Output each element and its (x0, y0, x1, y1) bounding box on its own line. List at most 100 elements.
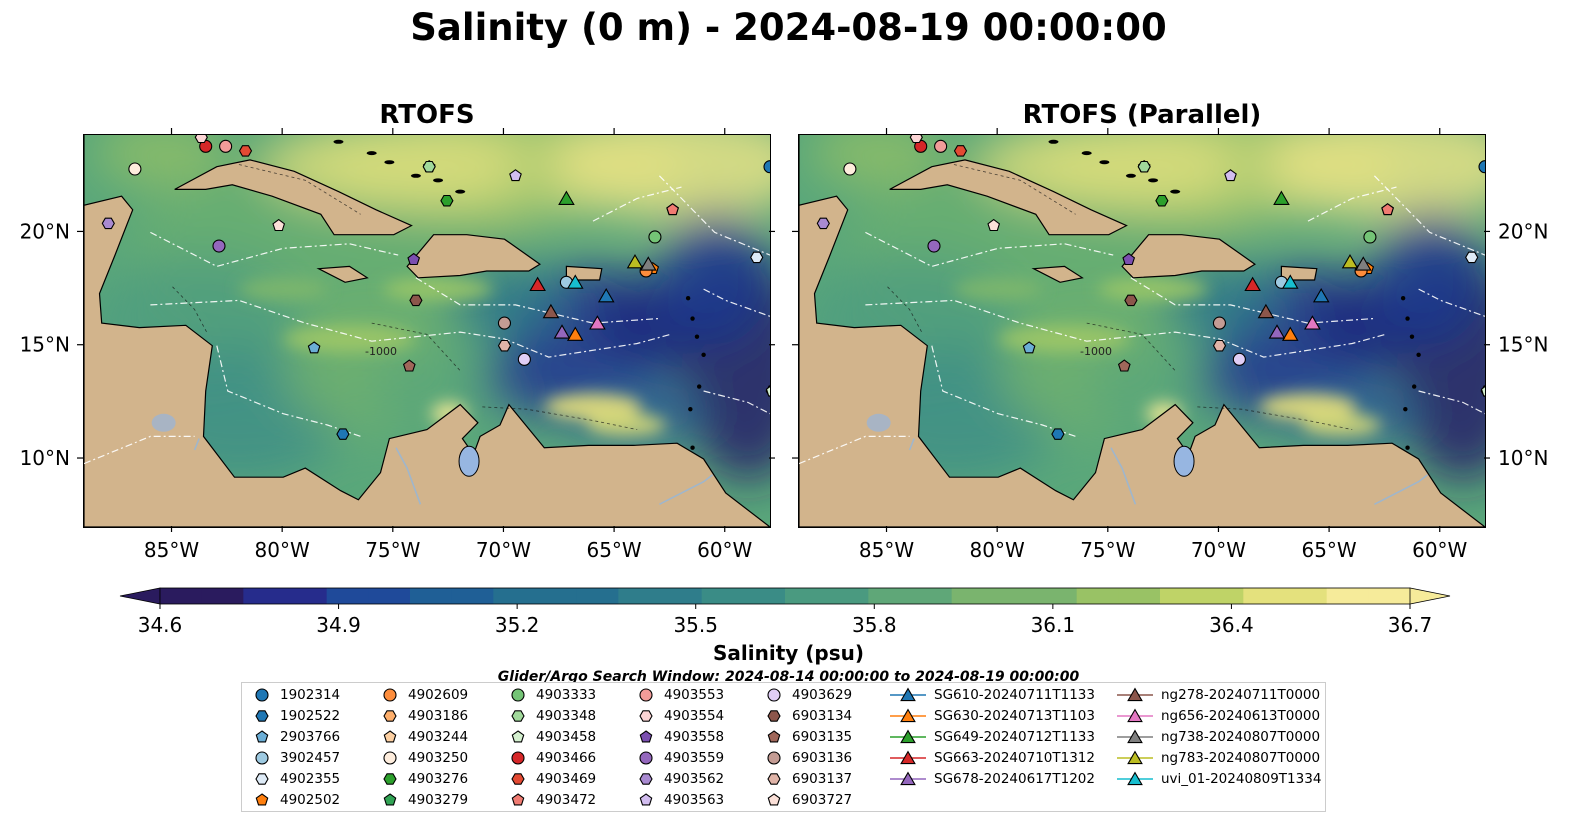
marker-ng278-20240711T0000[interactable] (542, 303, 560, 319)
marker-4903554[interactable] (909, 135, 923, 144)
legend-symbol[interactable] (511, 751, 525, 765)
marker-SG610-20240711T1133[interactable] (597, 288, 615, 303)
marker-SG630-20240713T1103[interactable] (1281, 326, 1299, 341)
legend-symbol[interactable] (383, 773, 397, 785)
marker-4903348[interactable] (1137, 160, 1151, 173)
marker-SG649-20240712T1133[interactable] (1273, 190, 1290, 205)
marker-4903562[interactable] (816, 217, 830, 230)
marker-SG630-20240713T1103[interactable] (566, 326, 584, 341)
marker-4903276[interactable] (1155, 194, 1169, 207)
marker-4903276[interactable] (440, 194, 454, 207)
marker-4903559[interactable] (927, 239, 941, 253)
legend-symbol[interactable] (767, 730, 781, 743)
legend-symbol[interactable] (511, 773, 525, 785)
marker-4903333[interactable] (1363, 230, 1377, 244)
legend-symbol[interactable] (900, 708, 916, 723)
legend-symbol[interactable] (383, 730, 397, 743)
salinity-map-rtofs-parallel[interactable]: -1000 (799, 135, 1485, 527)
marker-4903469[interactable] (953, 145, 968, 157)
legend-symbol[interactable] (1127, 750, 1143, 765)
marker-6903135[interactable] (402, 359, 416, 372)
marker-1902314[interactable] (763, 160, 770, 174)
legend-symbol[interactable] (767, 793, 781, 806)
legend-symbol[interactable] (900, 771, 916, 786)
marker-4902355[interactable] (1465, 251, 1479, 264)
legend-symbol[interactable] (383, 793, 397, 806)
marker-ng783-20240807T0000[interactable] (626, 254, 644, 269)
marker-6903727[interactable] (987, 218, 1001, 232)
marker-6903136[interactable] (497, 316, 512, 330)
marker-ng278-20240711T0000[interactable] (1257, 303, 1275, 319)
marker-4902355[interactable] (750, 251, 764, 264)
legend-symbol[interactable] (255, 793, 269, 806)
marker-4903469[interactable] (238, 145, 253, 157)
marker-SG678-20240617T1202[interactable] (1268, 324, 1286, 339)
marker-4903250[interactable] (128, 162, 142, 176)
marker-4903458[interactable] (765, 385, 771, 397)
legend-symbol[interactable] (511, 793, 525, 806)
legend-symbol[interactable] (900, 750, 916, 765)
legend-symbol[interactable] (383, 710, 397, 722)
marker-4903563[interactable] (509, 169, 522, 182)
legend-symbol[interactable] (255, 773, 269, 785)
marker-uvi_01-20240809T1334[interactable] (566, 274, 584, 289)
marker-6903134[interactable] (1124, 294, 1138, 307)
legend-symbol[interactable] (639, 751, 653, 765)
legend-symbol[interactable] (1127, 687, 1143, 702)
legend-symbol[interactable] (255, 710, 269, 722)
marker-4903559[interactable] (212, 239, 226, 253)
marker-6903136[interactable] (1212, 316, 1227, 330)
marker-4903554[interactable] (194, 135, 208, 144)
legend-symbol[interactable] (639, 688, 653, 702)
marker-ng656-20240613T0000[interactable] (589, 315, 606, 330)
marker-6903137[interactable] (497, 339, 512, 352)
marker-4903250[interactable] (843, 162, 857, 176)
legend-symbol[interactable] (767, 751, 781, 765)
legend-symbol[interactable] (255, 730, 269, 743)
legend-symbol[interactable] (767, 688, 781, 702)
marker-4903563[interactable] (1224, 169, 1237, 182)
legend-symbol[interactable] (767, 710, 781, 722)
marker-ng783-20240807T0000[interactable] (1341, 254, 1359, 269)
map-panel-rtofs[interactable]: -1000 (83, 134, 771, 528)
marker-1902522[interactable] (1051, 428, 1065, 440)
legend-symbol[interactable] (639, 793, 653, 806)
legend-symbol[interactable] (383, 688, 397, 702)
marker-6903135[interactable] (1117, 359, 1131, 372)
marker-4903553[interactable] (934, 139, 948, 153)
legend-symbol[interactable] (511, 730, 525, 743)
marker-2903766[interactable] (1022, 341, 1036, 354)
marker-SG649-20240712T1133[interactable] (558, 190, 575, 205)
marker-4903562[interactable] (101, 217, 115, 230)
marker-4903629[interactable] (1232, 352, 1246, 366)
marker-4903558[interactable] (407, 252, 421, 266)
marker-SG678-20240617T1202[interactable] (553, 324, 571, 339)
legend-symbol[interactable] (511, 688, 525, 702)
legend-symbol[interactable] (900, 729, 916, 744)
marker-4903629[interactable] (517, 352, 531, 366)
marker-SG610-20240711T1133[interactable] (1312, 288, 1330, 303)
legend-symbol[interactable] (255, 688, 269, 702)
marker-4903558[interactable] (1122, 252, 1136, 266)
legend-symbol[interactable] (1127, 729, 1143, 744)
legend-symbol[interactable] (900, 687, 916, 702)
legend-symbol[interactable] (639, 730, 653, 743)
legend-symbol[interactable] (511, 710, 525, 722)
legend-symbol[interactable] (1127, 708, 1143, 723)
legend-symbol[interactable] (639, 710, 653, 722)
marker-4903333[interactable] (648, 230, 662, 244)
marker-1902314[interactable] (1478, 160, 1485, 174)
map-panel-rtofs-parallel[interactable]: -1000 (798, 134, 1486, 528)
legend-symbol[interactable] (639, 773, 653, 785)
marker-SG663-20240710T1312[interactable] (529, 276, 546, 292)
marker-4903348[interactable] (422, 160, 436, 173)
legend-symbol[interactable] (1127, 771, 1143, 786)
marker-6903134[interactable] (409, 294, 423, 307)
legend-symbol[interactable] (383, 751, 397, 765)
marker-uvi_01-20240809T1334[interactable] (1281, 274, 1299, 289)
marker-ng738-20240807T0000[interactable] (1354, 256, 1372, 271)
marker-2903766[interactable] (307, 341, 321, 354)
marker-ng656-20240613T0000[interactable] (1304, 315, 1321, 330)
legend-symbol[interactable] (767, 773, 781, 785)
salinity-map-rtofs[interactable]: -1000 (84, 135, 770, 527)
